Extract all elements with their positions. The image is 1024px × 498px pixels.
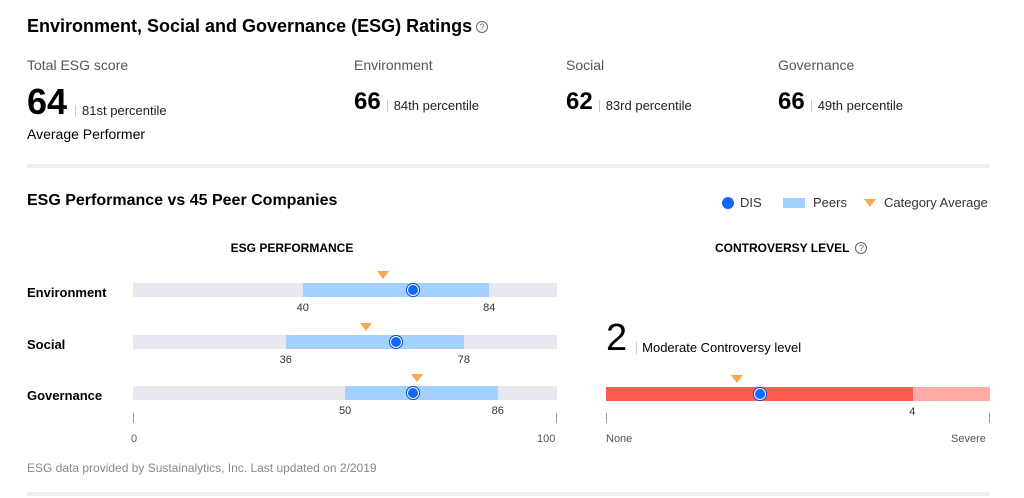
controversy-tick-min: [606, 413, 607, 423]
controversy-category-average-marker: [730, 375, 743, 383]
controversy-max-label: Severe: [951, 433, 986, 445]
governance-company-marker[interactable]: [406, 387, 419, 399]
category-average-triangle-icon: [864, 198, 876, 207]
social-peer-low-label: 36: [279, 354, 292, 366]
social-peer-range: [285, 335, 464, 349]
governance-peer-high-label: 86: [491, 405, 504, 417]
total-score-label: Total ESG score: [27, 57, 129, 73]
controversy-company-marker[interactable]: [753, 388, 766, 400]
governance-percentile: 49th percentile: [810, 99, 903, 112]
legend-peers-label: Peers: [813, 195, 847, 210]
environment-score-value: 66: [354, 88, 381, 115]
environment-track: 40 84: [133, 271, 557, 314]
governance-score-label: Governance: [778, 57, 855, 73]
page-title: Environment, Social and Governance (ESG)…: [27, 16, 489, 37]
social-peer-high-label: 78: [457, 354, 470, 366]
social-track: 36 78: [133, 323, 557, 366]
governance-score-block: 66 49th percentile: [778, 90, 903, 114]
social-score-label: Social: [566, 57, 605, 73]
controversy-value: 2: [606, 317, 628, 359]
controversy-heading: CONTROVERSY LEVEL ?: [715, 241, 868, 255]
controversy-help-icon[interactable]: ?: [855, 242, 868, 254]
environment-company-marker[interactable]: [406, 284, 419, 296]
environment-peer-range: [302, 283, 490, 297]
row-label-environment: Environment: [27, 285, 107, 300]
environment-peer-high-label: 84: [483, 302, 496, 314]
help-icon[interactable]: ?: [476, 21, 489, 34]
performer-label: Average Performer: [27, 126, 146, 142]
total-score-block: 64 81st percentile: [27, 84, 167, 120]
environment-score-label: Environment: [354, 57, 433, 73]
governance-category-average-marker: [411, 374, 424, 382]
social-category-average-marker: [360, 323, 373, 331]
total-score-percentile: 81st percentile: [75, 104, 167, 117]
governance-peer-range: [345, 386, 498, 400]
controversy-remaining-range: [913, 387, 990, 401]
section-divider: [27, 164, 990, 168]
data-source-note: ESG data provided by Sustainalytics, Inc…: [27, 461, 377, 475]
controversy-track: 4: [606, 375, 990, 418]
social-score-block: 62 83rd percentile: [566, 90, 692, 114]
row-label-governance: Governance: [27, 388, 103, 403]
axis-max-label: 100: [537, 433, 556, 445]
legend-category-average: Category Average: [864, 195, 988, 210]
legend-category-average-label: Category Average: [884, 195, 988, 210]
esg-performance-heading: ESG PERFORMANCE: [230, 241, 354, 255]
controversy-tick-max: [989, 413, 990, 423]
controversy-description: Moderate Controversy level: [636, 341, 801, 354]
total-score-value: 64: [27, 81, 68, 122]
environment-percentile: 84th percentile: [386, 99, 479, 112]
axis-min-label: 0: [131, 433, 138, 445]
axis-tick-max: [556, 413, 557, 423]
controversy-min-label: None: [606, 433, 633, 445]
governance-score-value: 66: [778, 88, 805, 115]
peers-bar-icon: [783, 197, 805, 208]
controversy-score-block: 2 Moderate Controversy level: [606, 317, 801, 359]
legend-peers: Peers: [783, 195, 847, 210]
social-score-value: 62: [566, 88, 593, 115]
environment-score-block: 66 84th percentile: [354, 90, 479, 114]
page-title-text: Environment, Social and Governance (ESG)…: [27, 16, 473, 36]
social-company-marker[interactable]: [389, 336, 402, 348]
axis-tick-min: [133, 413, 134, 423]
governance-peer-low-label: 50: [339, 405, 352, 417]
company-dot-icon: [722, 196, 734, 209]
social-percentile: 83rd percentile: [598, 99, 692, 112]
legend-company: DIS: [722, 195, 762, 210]
performance-title: ESG Performance vs 45 Peer Companies: [27, 192, 338, 209]
environment-category-average-marker: [377, 271, 390, 279]
row-label-social: Social: [27, 337, 66, 352]
controversy-heading-text: CONTROVERSY LEVEL: [715, 241, 850, 255]
bottom-divider: [27, 492, 990, 496]
governance-track: 50 86: [133, 374, 557, 417]
environment-peer-low-label: 40: [296, 302, 309, 314]
controversy-peer-max-label: 4: [909, 406, 916, 418]
legend-company-label: DIS: [740, 195, 762, 210]
